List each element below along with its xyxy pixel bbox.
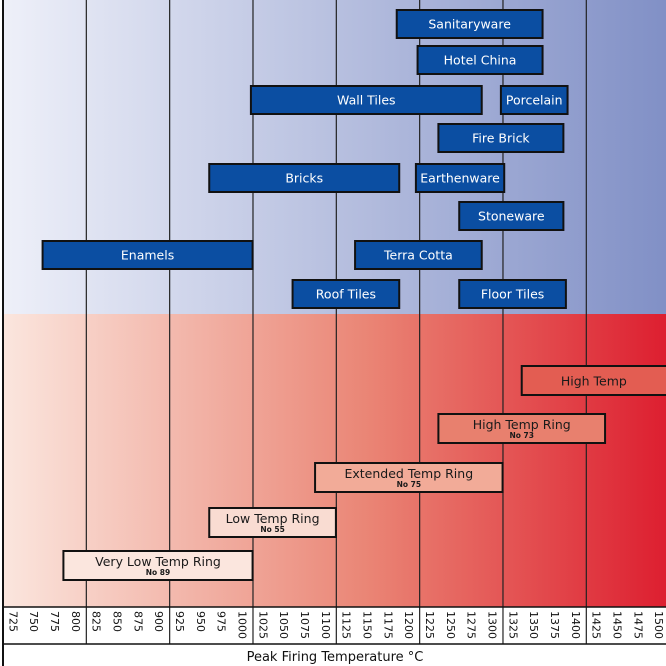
x-tick-label: 1250 [444, 611, 457, 639]
x-tick-label: 1300 [486, 611, 499, 639]
bar-label: Very Low Temp Ring [95, 554, 221, 569]
x-tick-label: 1100 [319, 611, 332, 639]
x-tick-label: 1325 [506, 611, 519, 639]
x-tick-label: 800 [69, 611, 82, 632]
bar-label: Porcelain [506, 93, 563, 108]
bar-rect [458, 201, 565, 231]
bar-rect [414, 163, 506, 193]
x-tick-label: 1000 [236, 611, 249, 639]
bar-fire-brick: Fire Brick [437, 123, 565, 153]
bar-label: Terra Cotta [383, 248, 453, 263]
x-tick-label: 1125 [340, 611, 353, 639]
bar-porcelain: Porcelain [499, 85, 569, 115]
x-tick-label: 850 [111, 611, 124, 632]
x-tick-label: 1150 [361, 611, 374, 639]
x-tick-label: 925 [173, 611, 186, 632]
x-tick-label: 725 [6, 611, 19, 632]
bar-label: High Temp Ring [473, 417, 571, 432]
bar-rect [291, 279, 401, 309]
bar-rect [499, 85, 569, 115]
bar-rect [62, 550, 254, 581]
x-tick-label: 1175 [381, 611, 394, 639]
bar-label: High Temp [561, 374, 627, 389]
bar-label: Enamels [121, 248, 174, 263]
bar-sublabel: No 73 [509, 431, 533, 440]
bar-label: Sanitaryware [428, 17, 511, 32]
bar-rect [208, 163, 401, 193]
bar-label: Hotel China [444, 53, 517, 68]
bar-label: Wall Tiles [337, 93, 396, 108]
bar-rect [395, 9, 544, 39]
bar-rect [416, 45, 544, 75]
bar-hotel-china: Hotel China [416, 45, 544, 75]
x-tick-label: 750 [27, 611, 40, 632]
bar-rect [520, 365, 666, 396]
bar-stoneware: Stoneware [458, 201, 565, 231]
x-tick-label: 1500 [652, 611, 665, 639]
x-tick-label: 1425 [590, 611, 603, 639]
x-tick-label: 825 [90, 611, 103, 632]
x-tick-label: 1275 [465, 611, 478, 639]
bar-sanitaryware: Sanitaryware [395, 9, 544, 39]
bar-rect [437, 123, 565, 153]
bar-label: Bricks [285, 171, 323, 186]
x-tick-label: 1225 [423, 611, 436, 639]
x-tick-label: 1450 [611, 611, 624, 639]
bar-sublabel: No 75 [397, 480, 421, 489]
bar-label: Floor Tiles [481, 287, 544, 302]
bar-label: Earthenware [420, 171, 500, 186]
bar-rect [314, 462, 504, 493]
x-tick-label: 1375 [548, 611, 561, 639]
bar-label: Roof Tiles [316, 287, 376, 302]
x-tick-label: 975 [215, 611, 228, 632]
x-tick-label: 900 [152, 611, 165, 632]
bar-wall-tiles: Wall Tiles [249, 85, 483, 115]
bar-rect [208, 507, 337, 538]
bar-roof-tiles: Roof Tiles [291, 279, 401, 309]
x-tick-label: 1400 [569, 611, 582, 639]
bar-high-temp: High Temp [520, 365, 666, 396]
bar-bricks: Bricks [208, 163, 401, 193]
bar-label: Stoneware [478, 209, 545, 224]
x-tick-label: 1025 [256, 611, 269, 639]
bar-sublabel: No 89 [146, 568, 170, 577]
bar-rect [458, 279, 567, 309]
x-tick-label: 1475 [631, 611, 644, 639]
bar-earthenware: Earthenware [414, 163, 506, 193]
bar-label: Extended Temp Ring [344, 466, 473, 481]
x-tick-label: 1200 [402, 611, 415, 639]
x-tick-labels: 725 750 775 800 825 850 875 900 925 950 975 1000 102… [6, 611, 665, 639]
bar-rect [437, 413, 607, 444]
bar-rect [354, 240, 483, 270]
x-tick-label: 950 [194, 611, 207, 632]
x-tick-label: 775 [48, 611, 61, 632]
bars: Sanitaryware Hotel China Wall Tiles Porcela… [41, 9, 666, 581]
bar-enamels: Enamels [41, 240, 254, 270]
x-tick-label: 875 [131, 611, 144, 632]
bar-terra-cotta: Terra Cotta [354, 240, 483, 270]
bar-rect [41, 240, 254, 270]
bar-rect [249, 85, 483, 115]
x-axis-title: Peak Firing Temperature °C [247, 650, 424, 665]
x-tick-label: 1350 [527, 611, 540, 639]
bar-label: Low Temp Ring [226, 511, 320, 526]
bar-sublabel: No 55 [260, 525, 284, 534]
bar-floor-tiles: Floor Tiles [458, 279, 567, 309]
x-tick-label: 1050 [277, 611, 290, 639]
bar-label: Fire Brick [472, 131, 530, 146]
x-tick-label: 1075 [298, 611, 311, 639]
